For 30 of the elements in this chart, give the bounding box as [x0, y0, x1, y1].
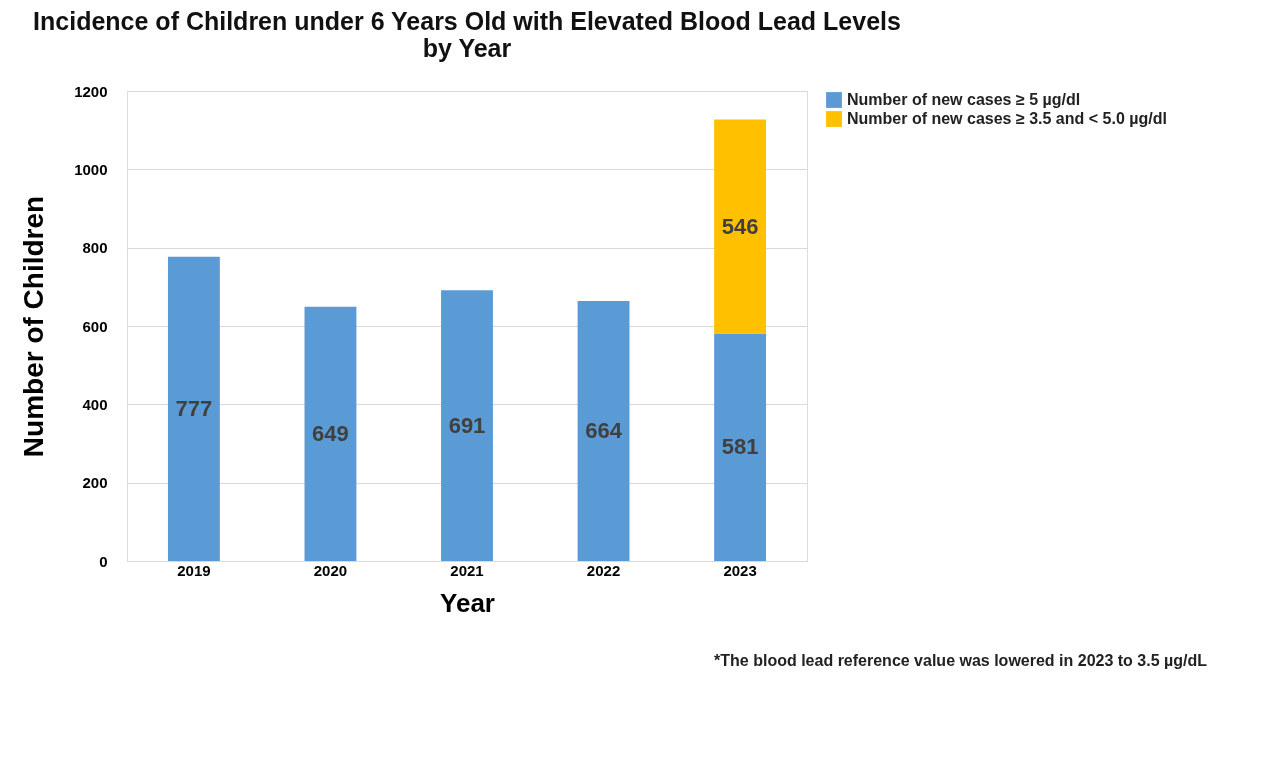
- y-tick-label: 400: [82, 395, 108, 413]
- bar: [304, 306, 357, 561]
- text: *The blood lead reference value was lowered in 2023 to 3.5 µg/dL: [714, 652, 1208, 669]
- data-label: 691: [448, 412, 486, 438]
- bar: [714, 333, 767, 561]
- y-tick-label: 1000: [74, 160, 108, 178]
- y-tick-label: 200: [82, 474, 108, 492]
- bar: [577, 300, 630, 561]
- bar: [167, 256, 220, 561]
- data-label: 581: [721, 434, 759, 460]
- x-tick-label: 2022: [586, 561, 621, 579]
- x-tick-label: 2020: [313, 561, 348, 579]
- bar: [441, 290, 493, 561]
- bar: [714, 119, 767, 334]
- x-tick-label: 2023: [723, 561, 757, 579]
- data-label: 546: [721, 213, 759, 239]
- x-tick-label: 2019: [177, 561, 211, 579]
- legend-label: Number of new cases ≥ 3.5 and < 5.0 µg/dl: [847, 110, 1167, 127]
- y-tick-label: 1200: [74, 82, 108, 100]
- y-tick-label: 600: [82, 317, 108, 335]
- data-label: 664: [585, 417, 623, 443]
- y-tick-label: 0: [99, 552, 108, 570]
- legend-label: Number of new cases ≥ 5 µg/dl: [847, 91, 1081, 108]
- data-label: 649: [312, 420, 349, 446]
- x-tick-label: 2021: [450, 561, 484, 579]
- data-label: 777: [175, 395, 213, 421]
- x-axis-title: Year: [440, 587, 495, 618]
- chart-title: Incidence of Children under 6 Years Old with Elevated Blood Lead Levels by Year: [33, 7, 901, 62]
- y-axis-title: Number of Children: [18, 195, 50, 458]
- y-tick-label: 800: [82, 239, 108, 257]
